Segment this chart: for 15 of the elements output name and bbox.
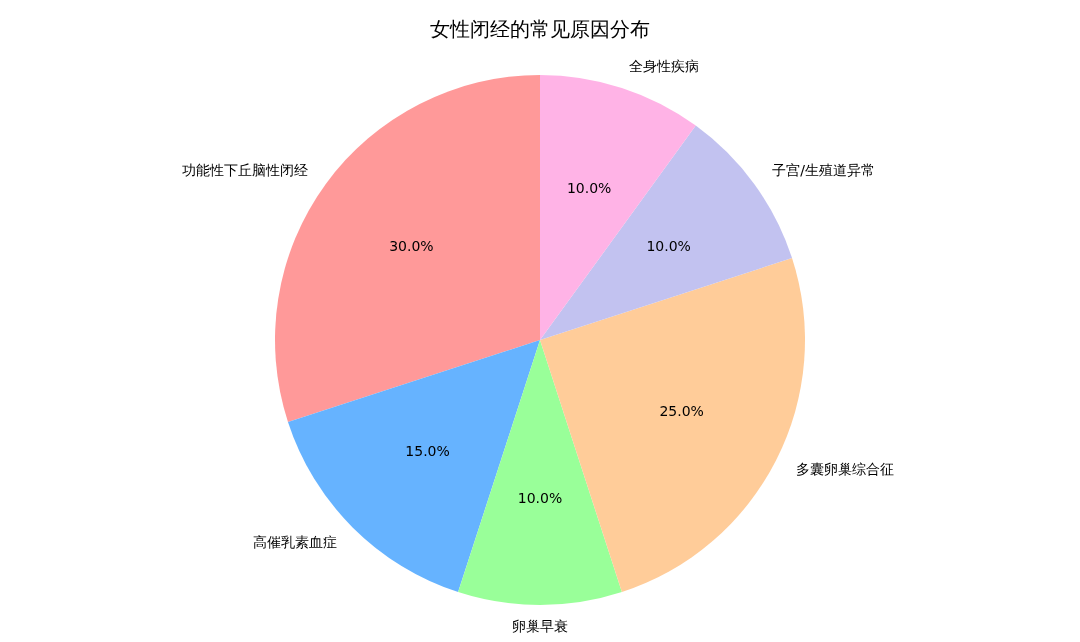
pie-slice xyxy=(540,75,696,340)
data-label: 25.0% xyxy=(659,403,704,420)
slice-label: 高催乳素血症 xyxy=(253,533,338,550)
slice-label: 子宫/生殖道异常 xyxy=(772,162,875,179)
slice-label: 全身性疾病 xyxy=(628,58,699,75)
slice-label: 多囊卵巢综合征 xyxy=(795,461,894,478)
data-label: 10.0% xyxy=(517,490,563,506)
slice-label: 功能性下丘脑性闭经 xyxy=(181,162,308,179)
data-label: 10.0% xyxy=(566,179,612,196)
pie-slice xyxy=(458,340,622,605)
data-label: 15.0% xyxy=(405,443,450,460)
chart-title: 女性闭经的常见原因分布 xyxy=(430,17,650,41)
slice-label: 卵巢早衰 xyxy=(512,618,568,634)
data-label: 30.0% xyxy=(389,237,434,254)
data-label: 10.0% xyxy=(646,237,691,254)
